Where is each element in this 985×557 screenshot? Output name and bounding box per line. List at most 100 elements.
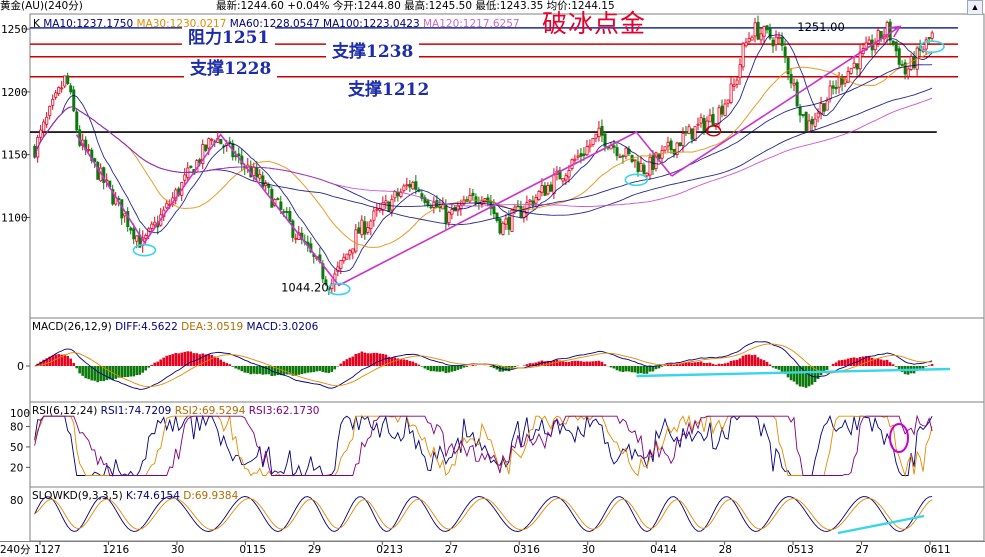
symbol-title: 黄金(AU)(240分) <box>0 0 83 12</box>
candle-body <box>63 75 67 87</box>
candle-body <box>771 39 775 47</box>
candle-body <box>207 138 211 149</box>
candle-body <box>789 74 793 84</box>
candle-body <box>414 181 418 190</box>
candle-body <box>435 200 439 208</box>
candle-body <box>675 142 679 155</box>
candle-body <box>711 113 715 126</box>
candle-body <box>690 128 694 140</box>
candle-body <box>51 98 55 106</box>
candle-body <box>729 83 733 103</box>
candle-body <box>894 41 898 52</box>
kd-k-line <box>34 496 933 532</box>
candle-body <box>582 153 586 156</box>
candle-body <box>879 30 883 39</box>
macd-legend-item-0: DIFF:4.5622 <box>115 321 178 333</box>
candle-body <box>696 123 700 126</box>
candle-body <box>402 185 406 192</box>
candle-body <box>294 237 298 240</box>
candle-body <box>768 28 772 39</box>
y-tick-label: 1100 <box>1 212 28 225</box>
pivot-circle <box>624 173 649 187</box>
rsi3-line <box>34 414 933 476</box>
candle-body <box>129 227 133 231</box>
candle-body <box>762 26 766 37</box>
candle-body <box>876 30 880 44</box>
candle-body <box>885 22 889 38</box>
candle-body <box>111 189 115 205</box>
rsi-legend-item-0: RSI1:74.7209 <box>100 405 172 417</box>
candle-body <box>288 211 292 222</box>
candle-body <box>852 62 856 68</box>
macd-zero-label: 0 <box>17 360 24 373</box>
candle-body <box>900 64 904 66</box>
x-tick-label: 27 <box>445 544 458 556</box>
candle-body <box>663 146 667 151</box>
rsi-highlight-circle <box>889 423 909 453</box>
candle-body <box>492 206 496 215</box>
ma-legend-item-4: MA120:1217.6257 <box>419 18 520 30</box>
candle-body <box>567 170 571 178</box>
candle-body <box>285 211 289 214</box>
macd-legend-item-2: MACD:3.0206 <box>243 321 319 333</box>
candle-body <box>528 199 532 202</box>
y-tick-label: 1250 <box>1 23 28 36</box>
candle-body <box>780 36 784 46</box>
candle-body <box>564 175 568 181</box>
candle-body <box>828 85 832 100</box>
quote-line: 最新:1244.60 +0.04% 今开:1244.80 最高:1245.50 … <box>216 0 615 12</box>
candle-body <box>360 219 364 236</box>
candle-body <box>258 173 262 179</box>
pivot-circle-red <box>705 125 722 137</box>
price-annotation: 1251.00 <box>797 20 845 34</box>
candle-body <box>375 208 379 211</box>
candle-body <box>792 82 796 86</box>
trend-arrow-line <box>671 25 901 177</box>
x-tick-label: 30 <box>582 544 595 556</box>
candle-body <box>75 111 79 131</box>
scroll-up-button[interactable]: ▲ <box>967 0 983 15</box>
up-arrow-icon: ▲ <box>970 2 980 12</box>
candle-body <box>912 56 916 69</box>
candle-body <box>534 197 538 204</box>
candle-body <box>747 38 751 43</box>
candle-body <box>384 200 388 204</box>
candle-body <box>594 133 598 139</box>
ma-line-120 <box>34 97 933 208</box>
candle-body <box>777 36 781 39</box>
candle-body <box>405 184 409 187</box>
candle-body <box>426 200 430 206</box>
x-tick-label: 27 <box>856 544 869 556</box>
candle-body <box>357 227 361 234</box>
candles-group <box>33 15 934 295</box>
candle-body <box>906 68 910 77</box>
kd-y-tick-label: 80 <box>10 495 23 507</box>
candle-body <box>588 144 592 148</box>
candle-body <box>165 202 169 209</box>
candle-body <box>135 235 139 242</box>
candle-body <box>558 169 562 180</box>
candle-body <box>816 112 820 118</box>
candle-body <box>282 211 286 213</box>
x-tick-label: 30 <box>171 544 184 556</box>
candle-body <box>381 202 385 211</box>
candle-body <box>261 175 265 188</box>
candle-body <box>726 99 730 104</box>
candle-body <box>201 144 205 164</box>
rsi1-line <box>34 414 933 478</box>
rsi-y-tick-label: 50 <box>10 442 23 454</box>
candle-body <box>678 142 682 147</box>
candle-body <box>546 185 550 195</box>
candle-body <box>132 228 136 240</box>
kd-legend-item-0: K:74.6154 <box>126 490 180 502</box>
candle-body <box>549 184 553 192</box>
rsi-title: RSI(6,12,24) <box>32 405 98 417</box>
candle-body <box>825 100 829 111</box>
candle-body <box>909 56 913 70</box>
candle-body <box>48 105 52 117</box>
candle-body <box>738 64 742 79</box>
rsi-legend: RSI(6,12,24) RSI1:74.7209 RSI2:69.5294 R… <box>32 405 319 417</box>
macd-divergence-line <box>636 367 951 378</box>
candle-body <box>831 85 835 89</box>
candle-body <box>684 131 688 134</box>
